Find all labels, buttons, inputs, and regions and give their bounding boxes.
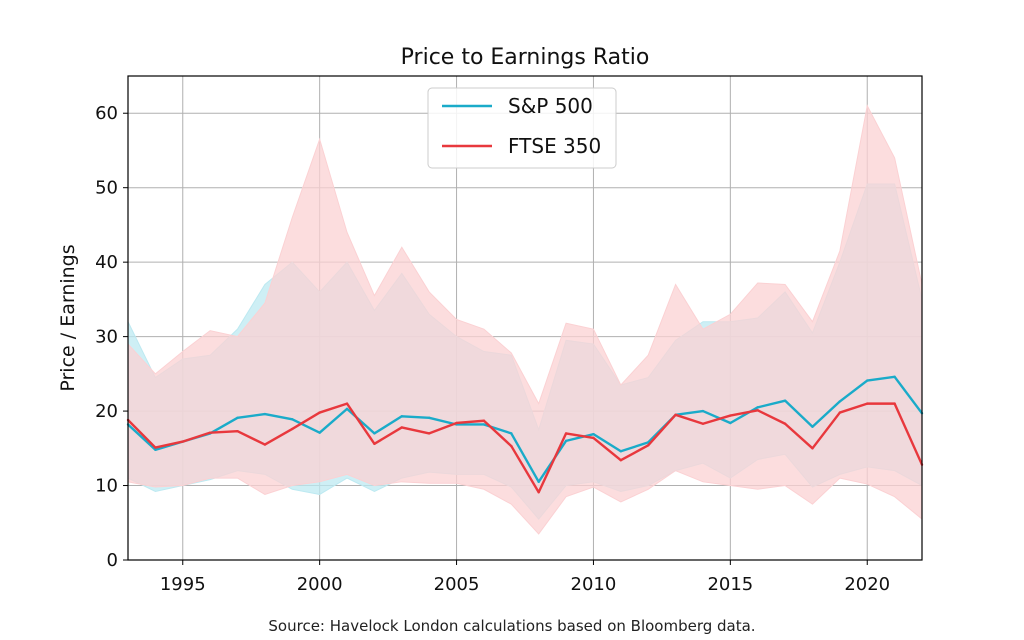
data-point-ftse-350: [154, 446, 157, 449]
data-point-ftse-350: [181, 440, 184, 443]
data-point-s-p-500: [427, 416, 431, 419]
x-tick-label: 2000: [297, 574, 343, 595]
data-point-s-p-500: [619, 450, 623, 453]
data-point-s-p-500: [345, 407, 349, 411]
data-point-s-p-500: [592, 432, 595, 436]
data-point-ftse-350: [674, 413, 677, 416]
data-point-ftse-350: [208, 431, 212, 434]
data-point-ftse-350: [373, 442, 376, 446]
data-point-ftse-350: [592, 436, 595, 440]
x-tick-label: 2005: [434, 574, 480, 595]
data-point-s-p-500: [866, 379, 869, 382]
data-point-ftse-350: [701, 422, 705, 425]
chart-title: Price to Earnings Ratio: [401, 45, 650, 70]
x-tick-label: 2010: [571, 574, 617, 595]
data-point-s-p-500: [893, 375, 896, 379]
source-note: Source: Havelock London calculations bas…: [268, 617, 756, 635]
legend: S&P 500 FTSE 350: [427, 87, 617, 169]
y-axis: 0 10 20 30 40 50 60: [95, 103, 128, 571]
data-point-s-p-500: [154, 448, 157, 451]
y-tick-label: 50: [95, 178, 118, 199]
data-point-ftse-350: [318, 411, 321, 414]
y-tick-label: 20: [95, 401, 118, 422]
y-axis-label: Price / Earnings: [57, 244, 79, 391]
data-point-s-p-500: [400, 415, 403, 418]
series-lines: [126, 375, 924, 494]
data-point-s-p-500: [783, 399, 787, 402]
x-tick-label: 2020: [844, 574, 890, 595]
data-point-ftse-350: [893, 402, 896, 405]
data-point-s-p-500: [510, 432, 513, 435]
data-point-s-p-500: [701, 409, 705, 413]
x-tick-label: 2015: [707, 574, 753, 595]
data-point-ftse-350: [564, 432, 568, 435]
series-line-s-p-500: [127, 375, 923, 484]
data-point-s-p-500: [236, 416, 239, 419]
data-point-ftse-350: [647, 444, 650, 447]
data-point-s-p-500: [537, 480, 540, 484]
y-tick-label: 40: [95, 252, 118, 273]
data-point-ftse-350: [537, 491, 540, 494]
data-point-ftse-350: [756, 409, 759, 412]
y-tick-label: 0: [107, 550, 118, 571]
data-point-s-p-500: [756, 406, 759, 409]
x-axis: 1995 2000 2005 2010 2015 2020: [160, 560, 890, 595]
data-point-ftse-350: [811, 447, 814, 450]
data-point-s-p-500: [811, 425, 814, 428]
data-point-s-p-500: [373, 432, 376, 435]
data-point-ftse-350: [510, 444, 513, 448]
data-point-ftse-350: [236, 429, 239, 433]
data-point-ftse-350: [482, 419, 486, 422]
data-point-ftse-350: [729, 414, 732, 417]
series-line-ftse-350: [127, 402, 924, 494]
data-point-ftse-350: [291, 427, 294, 431]
data-point-ftse-350: [866, 402, 869, 405]
data-point-s-p-500: [291, 418, 294, 421]
data-point-s-p-500: [263, 412, 267, 416]
x-tick-label: 1995: [160, 574, 206, 595]
data-point-s-p-500: [564, 439, 568, 443]
data-point-ftse-350: [455, 421, 458, 425]
y-tick-label: 60: [95, 103, 118, 124]
legend-label: S&P 500: [508, 94, 593, 118]
data-point-s-p-500: [482, 423, 486, 426]
plot-frame: [127, 75, 923, 561]
y-tick-label: 10: [95, 476, 118, 497]
data-point-ftse-350: [427, 432, 431, 435]
data-point-ftse-350: [619, 459, 623, 462]
legend-label: FTSE 350: [508, 134, 601, 158]
legend-box: [427, 87, 617, 169]
chart: 1995 2000 2005 2010 2015 2020 0 10 20 30 40 50 60 P…: [57, 45, 924, 595]
data-point-ftse-350: [345, 402, 349, 405]
data-point-s-p-500: [318, 431, 321, 434]
y-tick-label: 30: [95, 327, 118, 348]
data-point-ftse-350: [400, 426, 403, 429]
data-point-ftse-350: [838, 411, 842, 414]
data-point-s-p-500: [838, 400, 842, 403]
data-point-ftse-350: [263, 443, 267, 446]
data-point-s-p-500: [729, 421, 732, 425]
data-point-ftse-350: [783, 422, 787, 425]
